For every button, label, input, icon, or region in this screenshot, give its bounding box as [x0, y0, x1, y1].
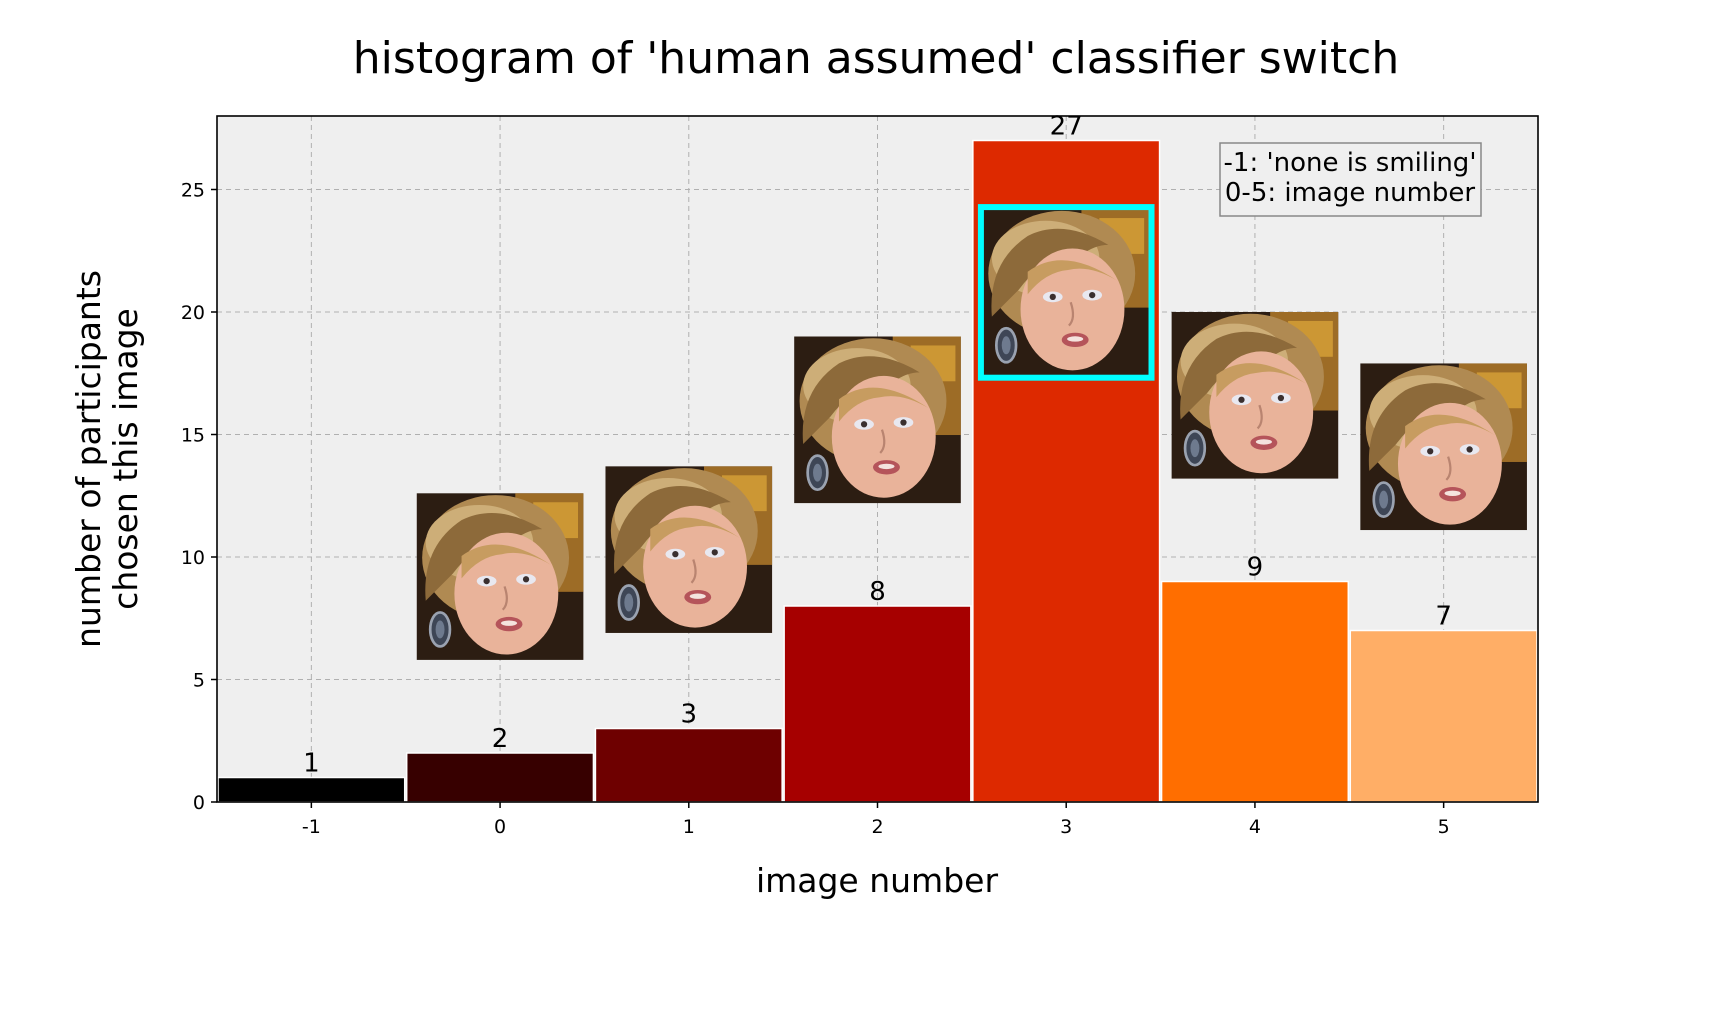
thumbnails [415, 204, 1529, 662]
y-axis-title: number of participants chosen this image [69, 270, 145, 648]
y-axis-title-line-2: chosen this image [106, 308, 145, 610]
bar-value-label: 9 [1247, 553, 1264, 583]
x-tick-label: 2 [871, 816, 883, 838]
y-tick-label: 0 [193, 792, 205, 814]
bar-2 [783, 605, 972, 803]
y-tick-label: 25 [181, 180, 205, 202]
face-image [981, 207, 1151, 378]
face-thumbnail-4 [1170, 310, 1340, 480]
y-tick-label: 20 [181, 302, 205, 324]
x-tick-label: 3 [1060, 816, 1072, 838]
bar-value-label: 8 [869, 577, 886, 607]
face-thumbnail-5 [1358, 362, 1529, 532]
x-tick-label: 4 [1249, 816, 1261, 838]
bar-4 [1160, 580, 1350, 803]
x-tick-label: -1 [302, 816, 321, 838]
annotation-box: -1: 'none is smiling' 0-5: image number [1219, 142, 1482, 217]
axis-ticks: 0 5 10 15 20 25 -1 0 1 2 3 4 5 [181, 180, 1450, 839]
bar-1 [594, 727, 783, 803]
bar-value-label: 3 [681, 700, 698, 730]
face-image [1358, 362, 1529, 532]
face-image [1170, 310, 1340, 480]
bar-value-label: 1 [303, 749, 320, 779]
bar--1 [217, 776, 406, 803]
face-image [792, 335, 963, 505]
face-thumbnail-3 [981, 207, 1151, 378]
face-image [415, 491, 585, 662]
y-tick-label: 15 [181, 425, 205, 447]
x-axis-title: image number [756, 861, 999, 900]
annotation-line-2: 0-5: image number [1225, 178, 1476, 208]
y-tick-label: 10 [181, 547, 205, 569]
face-thumbnail-1 [604, 465, 774, 635]
x-tick-label: 5 [1438, 816, 1450, 838]
bar-0 [405, 752, 595, 803]
annotation-frame [1219, 142, 1482, 217]
highlight-frame [977, 204, 1155, 381]
y-axis-title-line-1: number of participants [69, 270, 108, 648]
bar-value-label: 2 [492, 724, 509, 754]
x-tick-label: 0 [494, 816, 506, 838]
face-thumbnail-2 [792, 335, 963, 505]
y-tick-label: 5 [193, 670, 205, 692]
annotation-line-1: -1: 'none is smiling' [1224, 148, 1477, 178]
chart-title: histogram of 'human assumed' classifier … [353, 33, 1399, 84]
bar-5 [1349, 629, 1538, 803]
face-thumbnail-0 [415, 491, 585, 662]
x-tick-label: 1 [683, 816, 695, 838]
face-image [604, 465, 774, 635]
bar-value-label: 7 [1435, 602, 1452, 632]
